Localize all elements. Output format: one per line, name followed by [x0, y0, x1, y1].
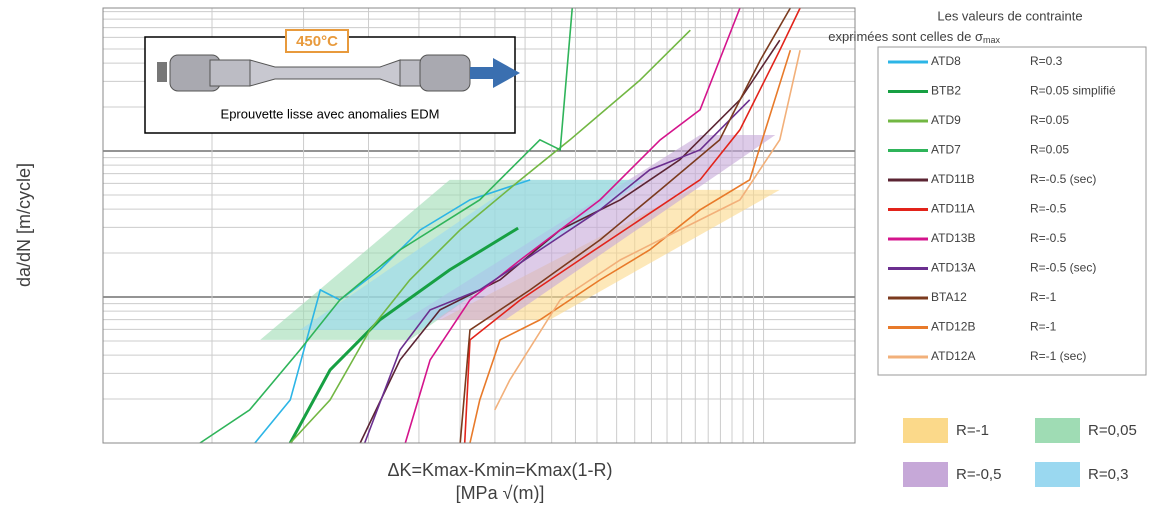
bands: [260, 135, 780, 340]
specimen: [157, 54, 520, 92]
legend-condition: R=-0.5 (sec): [1030, 261, 1096, 275]
legend-label: BTA12: [931, 290, 967, 304]
legend-header: exprimées sont celles de: [828, 29, 975, 44]
band-swatch: [903, 462, 948, 487]
legend-header: exprimées sont celles de σmax: [828, 29, 1000, 45]
lines: [199, 7, 801, 444]
series-line: [469, 49, 792, 444]
legend-header: Les valeurs de contrainte: [937, 8, 1082, 23]
legend-label: ATD12B: [931, 320, 975, 334]
legend-label: BTB2: [931, 84, 961, 98]
legend-condition: R=0.05: [1030, 143, 1069, 157]
y-axis-label: da/dN [m/cycle]: [14, 163, 34, 287]
plot-frame: [102, 7, 856, 444]
legend-condition: R=-1 (sec): [1030, 349, 1086, 363]
series-line: [404, 7, 741, 444]
legend-label: ATD7: [931, 143, 961, 157]
series-line: [459, 7, 792, 444]
legend-condition: R=-0.5: [1030, 202, 1067, 216]
temp-box: [285, 29, 349, 53]
legend-condition: R=0.05 simplifié: [1030, 84, 1116, 98]
temperature: 450°C: [296, 33, 338, 50]
legend-condition: R=-1: [1030, 290, 1057, 304]
legend-condition: R=0.05: [1030, 113, 1069, 127]
inset-caption: Eprouvette lisse avec anomalies EDM: [221, 106, 440, 121]
legend-label: ATD11A: [931, 202, 975, 216]
legend-header: max: [983, 35, 1001, 45]
legend-label: ATD13B: [931, 231, 975, 245]
legend-header: σ: [975, 29, 983, 44]
series-line: [463, 7, 801, 444]
legend-condition: R=-0.5 (sec): [1030, 172, 1096, 186]
legend-label: ATD11B: [931, 172, 975, 186]
band-label: R=-1: [956, 422, 989, 439]
series-line: [494, 50, 801, 411]
band-label: R=0,05: [1088, 422, 1137, 439]
legend-condition: R=0.3: [1030, 54, 1063, 68]
series-line: [363, 99, 751, 444]
legend-condition: R=-0.5: [1030, 231, 1067, 245]
legend-label: ATD13A: [931, 261, 975, 275]
band-label: R=0,3: [1088, 466, 1128, 483]
series-line: [199, 7, 574, 444]
legend: ATD8 R=0.3 BTB2 R=0.05 simplifié ATD9 R=0.05 A…: [888, 54, 1137, 487]
series-line: [288, 226, 519, 444]
series-line: [289, 29, 691, 444]
band-label: R=-0,5: [956, 466, 1001, 483]
legend-condition: R=-1: [1030, 320, 1057, 334]
series-line: [254, 179, 531, 444]
band-swatch: [1035, 462, 1080, 487]
band-swatch: [903, 418, 948, 443]
band-swatch: [1035, 418, 1080, 443]
x-axis-unit: [MPa √(m)]: [456, 483, 545, 503]
legend-label: ATD9: [931, 113, 961, 127]
x-axis-label: ΔK=Kmax-Kmin=Kmax(1-R): [387, 460, 612, 480]
legend-label: ATD12A: [931, 349, 975, 363]
legend-label: ATD8: [931, 54, 961, 68]
